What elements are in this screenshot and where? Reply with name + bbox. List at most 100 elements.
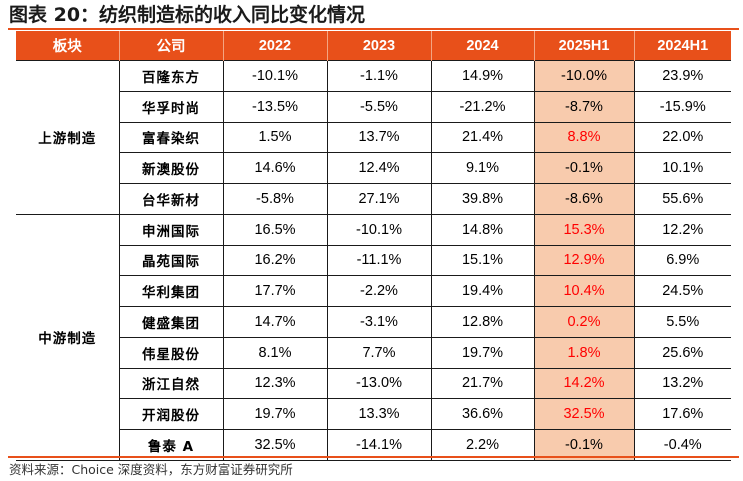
value-cell-v2025h1: 8.8% [533, 121, 635, 154]
value-cell-v2024: 36.6% [430, 398, 535, 430]
value-cell-v2024: 12.8% [430, 306, 535, 338]
value-cell-v2024: 9.1% [430, 152, 535, 184]
value-cell-v2025h1: 14.2% [533, 367, 635, 400]
table-row: 浙江自然 12.3% -13.0% 21.7% 14.2% 13.2% [16, 367, 731, 400]
column-header: 2023 [326, 31, 431, 61]
value-cell-v2024: -21.2% [430, 90, 535, 123]
value-cell-v2022: 14.7% [222, 306, 328, 338]
value-cell-v2024h1: 24.5% [633, 275, 731, 307]
column-header: 2024H1 [633, 31, 731, 61]
value-cell-v2024: 21.7% [430, 367, 535, 400]
value-cell-v2025h1: -10.0% [533, 60, 635, 92]
value-cell-v2023: -13.0% [326, 367, 432, 400]
table-row: 伟星股份 8.1% 7.7% 19.7% 1.8% 25.6% [16, 336, 731, 369]
company-cell: 鲁泰 A [119, 429, 224, 461]
value-cell-v2024: 2.2% [430, 429, 535, 461]
value-cell-v2025h1: 12.9% [533, 244, 635, 277]
table-row: 中游制造 申洲国际 16.5% -10.1% 14.8% 15.3% 12.2% [16, 213, 731, 461]
title-divider [8, 28, 739, 30]
value-cell-v2024: 21.4% [430, 121, 535, 154]
table-row: 富春染织 1.5% 13.7% 21.4% 8.8% 22.0% [16, 121, 731, 154]
value-cell-v2023: 13.7% [326, 121, 432, 154]
value-cell-v2024h1: 22.0% [633, 121, 731, 154]
value-cell-v2023: 12.4% [326, 152, 432, 184]
value-cell-v2025h1: -8.7% [533, 90, 635, 123]
value-cell-v2024h1: 5.5% [633, 306, 731, 338]
column-header: 2024 [430, 31, 534, 61]
table-row: 新澳股份 14.6% 12.4% 9.1% -0.1% 10.1% [16, 152, 731, 184]
column-header: 公司 [118, 31, 223, 61]
table-row: 健盛集团 14.7% -3.1% 12.8% 0.2% 5.5% [16, 306, 731, 338]
value-cell-v2024h1: 17.6% [633, 398, 731, 430]
value-cell-v2023: 7.7% [326, 336, 432, 369]
value-cell-v2024h1: 10.1% [633, 152, 731, 184]
column-header: 2025H1 [533, 31, 634, 61]
value-cell-v2024h1: 6.9% [633, 244, 731, 277]
footer-divider [8, 456, 739, 458]
value-cell-v2023: -11.1% [326, 244, 432, 277]
value-cell-v2022: 12.3% [222, 367, 328, 400]
value-cell-v2025h1: -0.1% [533, 429, 635, 461]
value-cell-v2025h1: -0.1% [533, 152, 635, 184]
company-cell: 浙江自然 [119, 367, 224, 400]
table-header-row: 板块 公司 2022 2023 2024 2025H1 2024H1 [16, 31, 731, 61]
value-cell-v2022: 1.5% [222, 121, 328, 154]
value-cell-v2022: 16.5% [222, 213, 328, 246]
company-cell: 华利集团 [119, 275, 224, 307]
value-cell-v2022: 8.1% [222, 336, 328, 369]
value-cell-v2022: -13.5% [222, 90, 328, 123]
company-cell: 富春染织 [119, 121, 224, 154]
table-row: 晶苑国际 16.2% -11.1% 15.1% 12.9% 6.9% [16, 244, 731, 277]
value-cell-v2024: 39.8% [430, 183, 535, 215]
value-cell-v2024: 19.7% [430, 336, 535, 369]
value-cell-v2024h1: 25.6% [633, 336, 731, 369]
company-cell: 晶苑国际 [119, 244, 224, 277]
source-note: 资料来源：Choice 深度资料，东方财富证券研究所 [9, 462, 293, 477]
column-header: 2022 [222, 31, 327, 61]
value-cell-v2025h1: 32.5% [533, 398, 635, 430]
value-cell-v2025h1: -8.6% [533, 183, 635, 215]
value-cell-v2024h1: 23.9% [633, 60, 731, 92]
company-cell: 新澳股份 [119, 152, 224, 184]
value-cell-v2023: 13.3% [326, 398, 432, 430]
value-cell-v2024: 14.8% [430, 213, 535, 246]
value-cell-v2022: -5.8% [222, 183, 328, 215]
table-row: 开润股份 19.7% 13.3% 36.6% 32.5% 17.6% [16, 398, 731, 430]
value-cell-v2022: 19.7% [222, 398, 328, 430]
value-cell-v2023: -3.1% [326, 306, 432, 338]
value-cell-v2022: 14.6% [222, 152, 328, 184]
value-cell-v2023: -2.2% [326, 275, 432, 307]
value-cell-v2022: 16.2% [222, 244, 328, 277]
value-cell-v2025h1: 10.4% [533, 275, 635, 307]
company-cell: 健盛集团 [119, 306, 224, 338]
company-cell: 华孚时尚 [119, 90, 224, 123]
value-cell-v2025h1: 1.8% [533, 336, 635, 369]
table-row: 上游制造 百隆东方 -10.1% -1.1% 14.9% -10.0% 23.9% [16, 60, 731, 215]
value-cell-v2023: -10.1% [326, 213, 432, 246]
value-cell-v2024: 15.1% [430, 244, 535, 277]
table-body: 上游制造 百隆东方 -10.1% -1.1% 14.9% -10.0% 23.9% 华孚时尚 -… [16, 60, 731, 461]
revenue-growth-table: 板块 公司 2022 2023 2024 2025H1 2024H1 上游制造 百隆东方 -10… [16, 31, 731, 461]
value-cell-v2024h1: 55.6% [633, 183, 731, 215]
value-cell-v2023: -1.1% [326, 60, 432, 92]
company-cell: 申洲国际 [118, 213, 224, 246]
company-cell: 台华新材 [119, 183, 224, 215]
value-cell-v2022: 32.5% [222, 429, 328, 461]
value-cell-v2024h1: -0.4% [633, 429, 731, 461]
table-row: 华孚时尚 -13.5% -5.5% -21.2% -8.7% -15.9% [16, 90, 731, 123]
value-cell-v2022: 17.7% [222, 275, 328, 307]
value-cell-v2023: -5.5% [326, 90, 432, 123]
value-cell-v2023: -14.1% [326, 429, 432, 461]
value-cell-v2024h1: -15.9% [633, 90, 731, 123]
company-cell: 伟星股份 [119, 336, 224, 369]
value-cell-v2023: 27.1% [326, 183, 432, 215]
figure-title: 图表 20：纺织制造标的收入同比变化情况 [9, 4, 366, 26]
value-cell-v2024: 19.4% [430, 275, 535, 307]
table-row: 华利集团 17.7% -2.2% 19.4% 10.4% 24.5% [16, 275, 731, 307]
value-cell-v2022: -10.1% [222, 60, 328, 92]
value-cell-v2025h1: 0.2% [533, 306, 635, 338]
table-row: 台华新材 -5.8% 27.1% 39.8% -8.6% 55.6% [16, 183, 731, 215]
table-row: 鲁泰 A 32.5% -14.1% 2.2% -0.1% -0.4% [16, 429, 731, 461]
value-cell-v2025h1: 15.3% [533, 213, 635, 246]
company-cell: 开润股份 [119, 398, 224, 430]
